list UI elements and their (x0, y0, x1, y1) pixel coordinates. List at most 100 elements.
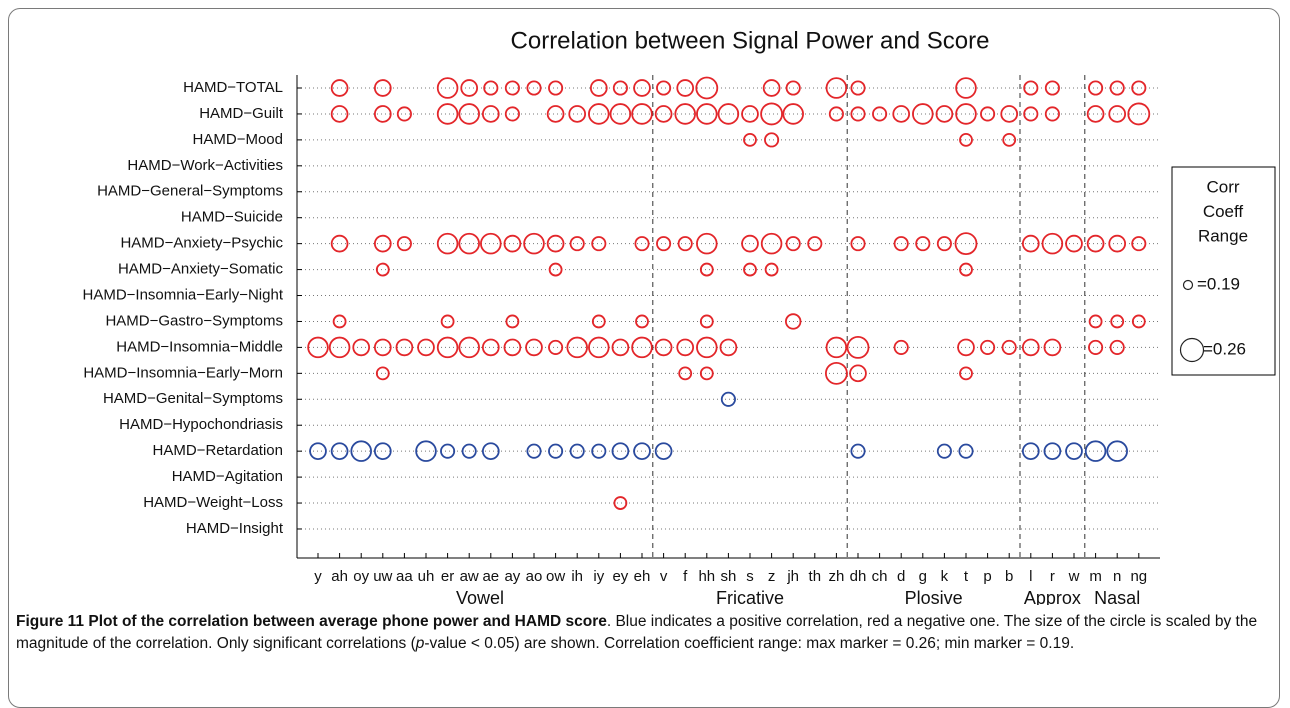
x-tick-label: n (1113, 568, 1121, 585)
bubble (396, 106, 412, 122)
bubble (330, 79, 349, 97)
x-tick-label: g (919, 568, 927, 585)
bubble (634, 236, 650, 252)
bubble (546, 234, 565, 253)
bubble (959, 132, 973, 147)
bubble (957, 338, 975, 357)
bubble (461, 443, 477, 459)
bubble (1088, 314, 1103, 329)
bubble (1109, 80, 1125, 96)
bubble (1088, 80, 1104, 96)
row-label: HAMD−General−Symptoms (97, 183, 283, 200)
bubble (613, 496, 628, 510)
bubble (893, 339, 909, 355)
bubble (458, 336, 480, 359)
bubble (460, 79, 479, 97)
row-label: HAMD−Anxiety−Somatic (118, 261, 284, 278)
row-label: HAMD−Hypochondriasis (119, 416, 283, 433)
bubble (483, 80, 499, 96)
row-label: HAMD−Weight−Loss (143, 494, 283, 511)
legend-marker (1179, 337, 1205, 363)
bubble (504, 106, 520, 122)
x-tick-label: ch (872, 568, 888, 585)
bubble (525, 338, 543, 357)
bubble (696, 103, 718, 125)
bubble (764, 262, 779, 277)
bubble (373, 234, 392, 253)
x-tick-label: uw (373, 568, 392, 585)
bubble (505, 314, 520, 329)
bubble (611, 338, 630, 357)
group-label: Plosive (905, 588, 963, 605)
row-label: HAMD−Retardation (153, 442, 283, 459)
row-label: HAMD−TOTAL (183, 79, 283, 96)
bubble (526, 443, 542, 459)
bubble (309, 442, 327, 460)
x-tick-label: er (441, 568, 454, 585)
bubble (850, 443, 866, 459)
bubble (1043, 442, 1062, 460)
bubble (980, 339, 996, 355)
bubble (676, 338, 695, 357)
bubble (654, 338, 673, 357)
chart-title: Correlation between Signal Power and Sco… (511, 27, 990, 54)
x-tick-label: th (809, 568, 822, 585)
bubble (591, 314, 606, 329)
group-label: Fricative (716, 588, 784, 605)
bubble (633, 79, 651, 97)
bubble (395, 338, 414, 357)
x-tick-label: uh (418, 568, 435, 585)
bubble (609, 103, 632, 125)
bubble (588, 103, 610, 125)
row-label: HAMD−Suicide (181, 209, 283, 226)
bubble (1044, 80, 1060, 96)
row-label: HAMD−Agitation (172, 468, 283, 485)
bubble (458, 103, 480, 125)
bubble (955, 77, 977, 99)
x-tick-label: ng (1130, 568, 1147, 585)
legend-marker (1182, 279, 1194, 291)
bubble (328, 336, 351, 359)
x-tick-label: v (660, 568, 668, 585)
x-tick-label: jh (786, 568, 799, 585)
bubble (1000, 105, 1019, 123)
chart: Correlation between Signal Power and Sco… (82, 27, 1276, 605)
legend-title: Coeff (1203, 202, 1244, 221)
bubble (825, 77, 848, 99)
bubble (373, 338, 392, 357)
bubble (677, 236, 693, 252)
x-tick-label: oy (353, 568, 369, 585)
bubble (330, 442, 349, 460)
bubble (699, 314, 714, 329)
group-label: Approx (1024, 588, 1081, 605)
bubble (1110, 314, 1125, 329)
bubble (436, 336, 459, 359)
bubble (633, 442, 651, 460)
row-label: HAMD−Work−Activities (127, 157, 283, 174)
bubble (1108, 105, 1127, 123)
bubble (849, 364, 867, 383)
x-tick-label: ow (546, 568, 565, 585)
bubble (307, 336, 329, 359)
row-label: HAMD−Genital−Symptoms (103, 390, 283, 407)
bubble (955, 103, 977, 125)
bubble (695, 76, 719, 100)
bubble (760, 232, 783, 255)
x-tick-label: l (1029, 568, 1032, 585)
bubble (481, 105, 500, 123)
bubble (696, 336, 718, 359)
row-label: HAMD−Insomnia−Early−Morn (83, 364, 283, 381)
x-tick-label: z (768, 568, 776, 585)
bubble (915, 236, 931, 252)
caption-text: -value < 0.05) are shown. Correlation co… (424, 635, 1075, 652)
bubble (1043, 338, 1062, 357)
bubble (611, 442, 630, 460)
x-tick-label: zh (828, 568, 844, 585)
bubble (631, 103, 653, 125)
bubble (699, 262, 714, 277)
group-label: Nasal (1094, 588, 1140, 605)
row-label: HAMD−Anxiety−Psychic (120, 235, 283, 252)
bubble (1086, 105, 1105, 123)
bubble (1131, 314, 1146, 329)
x-tick-label: ih (571, 568, 583, 585)
